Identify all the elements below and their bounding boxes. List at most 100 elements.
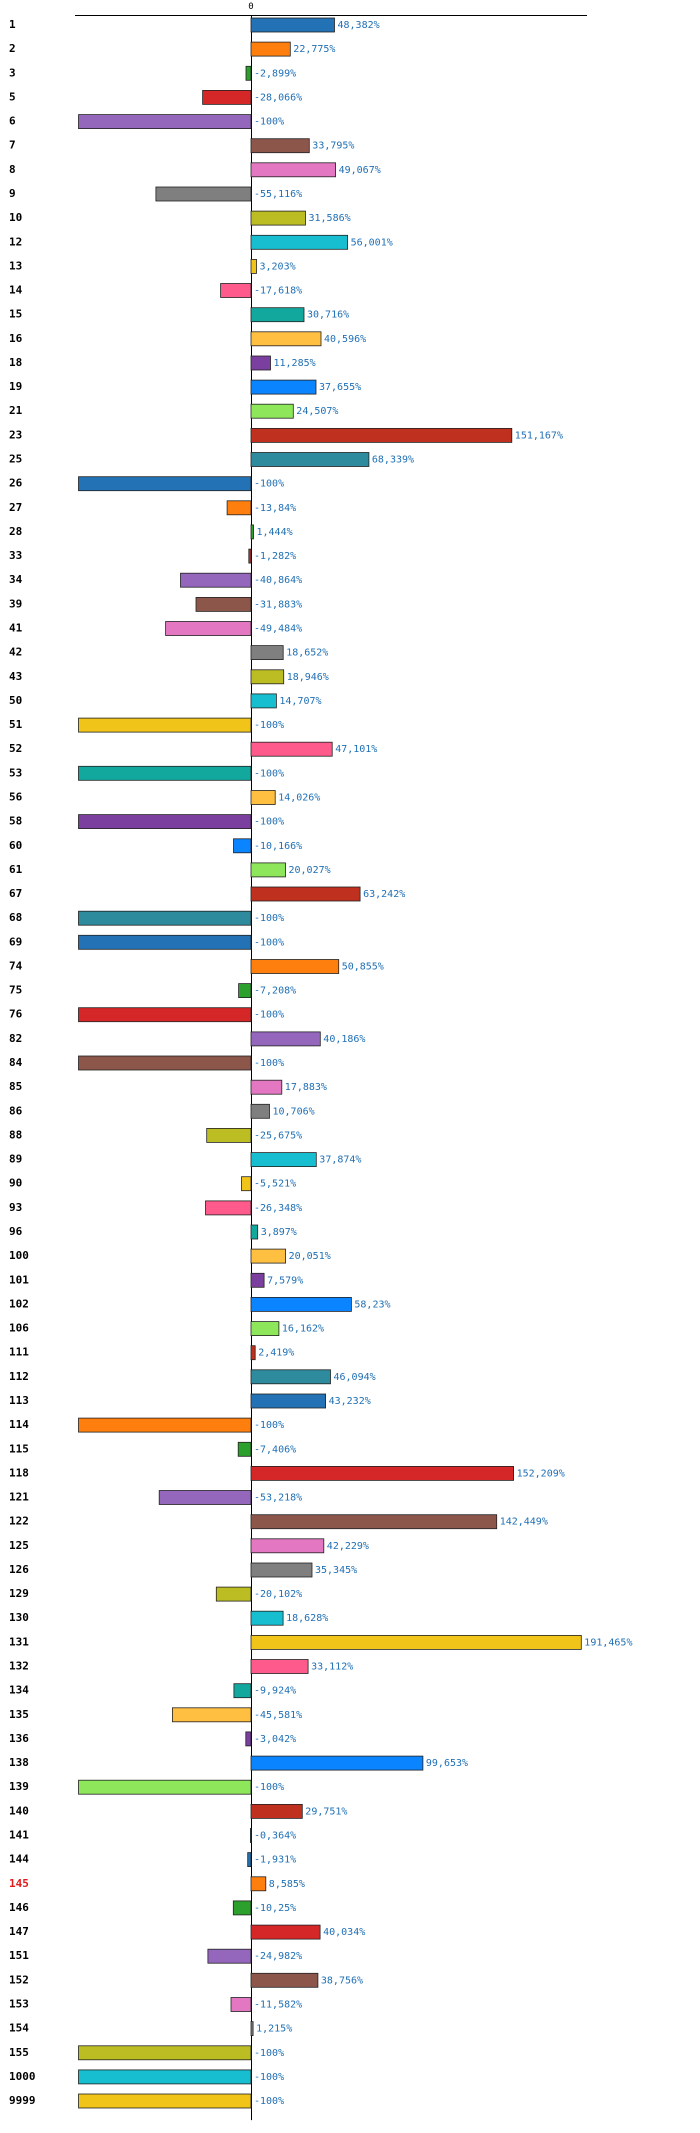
category-label: 101 <box>9 1273 29 1286</box>
value-label: 17,883% <box>285 1082 327 1093</box>
category-label: 16 <box>9 332 23 345</box>
bar <box>250 379 317 395</box>
category-label: 84 <box>9 1056 23 1069</box>
value-label: 2,419% <box>258 1348 294 1359</box>
value-label: -31,883% <box>254 599 302 610</box>
bar <box>155 186 252 202</box>
value-label: 11,285% <box>274 358 316 369</box>
category-label: 144 <box>9 1853 29 1866</box>
category-label: 100 <box>9 1249 29 1262</box>
value-label: 99,653% <box>426 1758 468 1769</box>
value-label: -100% <box>254 479 284 490</box>
bar <box>237 1441 252 1457</box>
category-label: 52 <box>9 742 22 755</box>
value-label: 33,112% <box>311 1662 353 1673</box>
bar <box>250 1924 321 1940</box>
bar <box>250 162 336 178</box>
category-label: 7 <box>9 139 16 152</box>
value-label: -100% <box>254 817 284 828</box>
category-label: 121 <box>9 1491 29 1504</box>
value-label: 142,449% <box>500 1517 548 1528</box>
value-label: 58,23% <box>354 1299 390 1310</box>
value-label: -100% <box>254 1420 284 1431</box>
bar <box>250 1538 325 1554</box>
category-label: 14 <box>9 284 23 297</box>
category-label: 151 <box>9 1949 29 1962</box>
value-label: 42,229% <box>327 1541 369 1552</box>
category-label: 15 <box>9 308 22 321</box>
category-label: 76 <box>9 1008 23 1021</box>
bar <box>78 476 252 492</box>
bar <box>241 1176 252 1192</box>
bar <box>250 210 306 226</box>
value-label: -100% <box>254 2096 284 2107</box>
bar <box>250 403 294 419</box>
category-label: 6 <box>9 115 16 128</box>
bar <box>205 1200 252 1216</box>
category-label: 89 <box>9 1153 22 1166</box>
bar <box>250 1393 326 1409</box>
bar <box>248 548 252 564</box>
value-label: 31,586% <box>309 213 351 224</box>
category-label: 9999 <box>9 2094 36 2107</box>
category-label: 106 <box>9 1322 29 1335</box>
bar <box>250 1152 317 1167</box>
category-label: 90 <box>9 1177 22 1190</box>
category-label: 134 <box>9 1684 29 1697</box>
category-label: 111 <box>9 1346 29 1359</box>
bar <box>226 500 252 516</box>
bar <box>78 717 252 733</box>
value-label: 40,186% <box>323 1034 365 1045</box>
value-label: 151,167% <box>515 430 563 441</box>
bar <box>78 1779 252 1795</box>
value-label: 16,162% <box>282 1324 324 1335</box>
value-label: -7,208% <box>254 986 296 997</box>
value-label: 30,716% <box>307 310 349 321</box>
category-label: 41 <box>9 622 23 635</box>
value-label: -24,982% <box>254 1951 302 1962</box>
bar <box>250 1514 498 1530</box>
bar <box>249 1828 252 1843</box>
category-label: 153 <box>9 1997 29 2010</box>
value-label: 37,655% <box>319 382 361 393</box>
value-label: -3,042% <box>254 1734 296 1745</box>
category-label: 122 <box>9 1515 29 1528</box>
category-label: 13 <box>9 259 22 272</box>
value-label: -1,931% <box>254 1855 296 1866</box>
bar <box>206 1128 252 1143</box>
category-label: 75 <box>9 984 22 997</box>
value-label: 35,345% <box>315 1565 357 1576</box>
bar <box>232 1900 252 1916</box>
value-label: -53,218% <box>254 1493 302 1504</box>
category-label: 136 <box>9 1732 29 1745</box>
value-label: 37,874% <box>319 1155 361 1166</box>
bar <box>250 790 276 805</box>
bar <box>220 283 252 298</box>
category-label: 129 <box>9 1587 29 1600</box>
category-label: 21 <box>9 404 23 417</box>
bar <box>250 1103 270 1119</box>
category-label: 10 <box>9 211 22 224</box>
bar <box>250 1610 284 1626</box>
category-label: 114 <box>9 1418 29 1431</box>
bar <box>171 1707 252 1723</box>
value-label: -100% <box>254 1782 284 1793</box>
category-label: 126 <box>9 1563 29 1576</box>
category-label: 154 <box>9 2022 29 2035</box>
value-label: -1,282% <box>254 551 296 562</box>
category-label: 141 <box>9 1829 29 1842</box>
value-label: 38,756% <box>321 1975 363 1986</box>
category-label: 88 <box>9 1128 22 1141</box>
value-label: 29,751% <box>305 1806 347 1817</box>
category-label: 18 <box>9 356 22 369</box>
category-label: 82 <box>9 1032 22 1045</box>
bar <box>250 1369 331 1385</box>
value-label: 1,444% <box>257 527 293 538</box>
value-label: -26,348% <box>254 1203 302 1214</box>
bar <box>78 114 252 129</box>
bar <box>250 1224 259 1240</box>
bar <box>233 1683 252 1699</box>
bar <box>250 959 340 974</box>
bar <box>250 886 361 902</box>
bar <box>250 1466 515 1481</box>
